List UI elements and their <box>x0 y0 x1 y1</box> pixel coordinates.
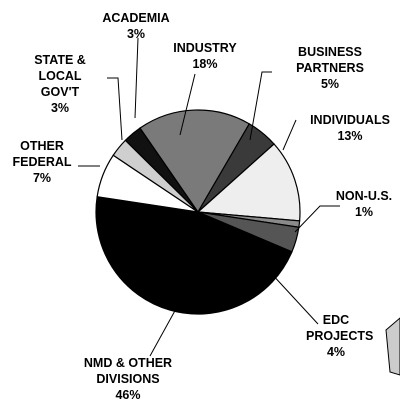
slice-label: NMD & OTHER DIVISIONS 46% <box>73 355 183 403</box>
category-name: STATE & LOCAL GOV'T <box>34 53 86 99</box>
value-label: 3% <box>50 101 70 115</box>
slice-label: INDIVIDUALS 13% <box>300 112 400 144</box>
category-name: NON-U.S. <box>335 189 393 203</box>
slice-label: STATE & LOCAL GOV'T 3% <box>19 52 101 116</box>
slice-label: ACADEMIA 3% <box>91 10 181 42</box>
value-label: 7% <box>32 171 52 185</box>
decoration <box>385 317 400 376</box>
category-name: INDIVIDUALS <box>310 113 390 127</box>
slice-label: INDUSTRY 18% <box>160 40 250 72</box>
leader-line <box>107 77 123 141</box>
value-label: 18% <box>192 57 218 71</box>
leader-line <box>269 271 319 325</box>
leader-line <box>294 205 340 233</box>
pie-slice <box>112 139 199 213</box>
category-name: NMD & OTHER DIVISIONS <box>83 356 173 386</box>
leader-line <box>179 73 196 136</box>
slice-label: OTHER FEDERAL 7% <box>7 138 77 186</box>
category-name: OTHER FEDERAL <box>12 139 72 169</box>
leader-line <box>249 71 272 141</box>
value-label: 5% <box>320 77 340 91</box>
category-name: INDUSTRY <box>173 41 237 55</box>
value-label: 3% <box>126 27 146 41</box>
value-label: 4% <box>326 345 346 359</box>
value-label: 1% <box>354 205 374 219</box>
slice-label: NON-U.S. 1% <box>329 188 399 220</box>
slice-label: BUSINESS PARTNERS 5% <box>285 44 375 92</box>
category-name: ACADEMIA <box>102 11 170 25</box>
leader-line <box>282 119 297 151</box>
slice-label: EDC PROJECTS 4% <box>306 312 374 360</box>
leader-line <box>149 297 183 357</box>
pie-slice <box>139 109 251 214</box>
leader-line <box>134 37 139 119</box>
pie-slice <box>196 143 301 222</box>
category-name: EDC PROJECTS <box>306 313 374 343</box>
value-label: 46% <box>115 388 141 402</box>
category-name: BUSINESS PARTNERS <box>296 45 364 75</box>
pie-slice <box>95 196 293 315</box>
value-label: 13% <box>337 129 363 143</box>
